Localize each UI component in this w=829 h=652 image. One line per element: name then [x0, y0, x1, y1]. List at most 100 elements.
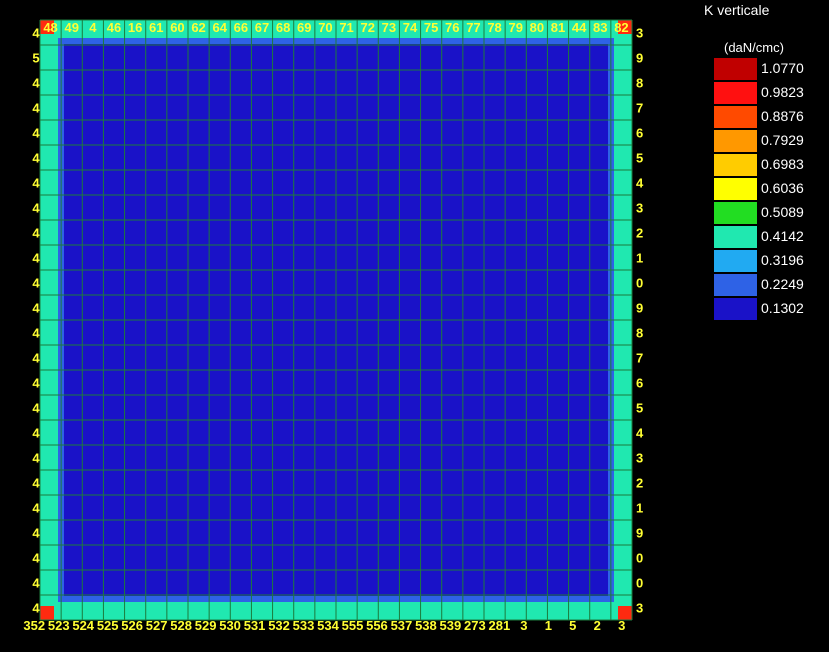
node-label-bottom: 525 [97, 618, 119, 633]
node-label-bottom: 3 [618, 618, 625, 633]
node-label-top: 73 [382, 20, 396, 35]
node-label-right: 2 [636, 226, 643, 241]
node-label-left: 4 [32, 101, 40, 116]
node-label-top: 72 [360, 20, 374, 35]
node-label-right: 1 [636, 501, 643, 516]
legend-swatch [714, 274, 757, 296]
node-label-left: 4 [32, 201, 40, 216]
legend-label: 0.3196 [761, 252, 804, 268]
node-label-right: 3 [636, 601, 643, 616]
legend-swatch [714, 130, 757, 152]
node-label-bottom: 529 [195, 618, 217, 633]
legend-swatch [714, 298, 757, 320]
legend-swatch [714, 106, 757, 128]
node-label-left: 4 [32, 301, 40, 316]
legend-swatch [714, 58, 757, 80]
node-label-top: 49 [64, 20, 78, 35]
contour-corner-spot [618, 606, 632, 620]
node-label-left: 4 [32, 251, 40, 266]
node-label-right: 0 [636, 551, 643, 566]
legend-label: 0.5089 [761, 204, 804, 220]
node-label-bottom: 534 [317, 618, 339, 633]
node-label-bottom: 1 [545, 618, 552, 633]
node-label-left: 4 [32, 551, 40, 566]
node-label-top: 61 [149, 20, 163, 35]
node-label-top: 4 [89, 20, 97, 35]
node-label-top: 82 [614, 20, 628, 35]
node-label-right: 4 [636, 426, 644, 441]
legend-swatch [714, 250, 757, 272]
node-label-right: 5 [636, 401, 643, 416]
node-label-right: 9 [636, 526, 643, 541]
legend-unit: (daN/cmc) [724, 40, 784, 55]
contour-corner-spot [618, 20, 632, 34]
node-label-top: 64 [212, 20, 227, 35]
node-label-left: 4 [32, 351, 40, 366]
node-label-bottom: 556 [366, 618, 388, 633]
node-label-top: 69 [297, 20, 311, 35]
node-label-top: 75 [424, 20, 438, 35]
node-label-right: 3 [636, 26, 643, 41]
node-label-bottom: 538 [415, 618, 437, 633]
node-label-left: 4 [32, 401, 40, 416]
node-label-bottom: 281 [489, 618, 511, 633]
node-label-right: 8 [636, 76, 643, 91]
node-label-bottom: 524 [72, 618, 94, 633]
node-label-bottom: 531 [244, 618, 266, 633]
node-label-right: 9 [636, 51, 643, 66]
contour-plot: 48 49 4 46 16 61 60 62 64 66 67 68 69 70 71 72 73 74 75 76 7… [23, 19, 644, 633]
legend-label: 0.7929 [761, 132, 804, 148]
node-label-top: 74 [403, 20, 418, 35]
node-label-top: 70 [318, 20, 332, 35]
legend-label: 0.6983 [761, 156, 804, 172]
legend-label: 1.0770 [761, 60, 804, 76]
legend-label: 0.9823 [761, 84, 804, 100]
node-label-left: 4 [32, 376, 40, 391]
node-label-left: 4 [32, 501, 40, 516]
contour-corner-spot [40, 606, 54, 620]
node-label-left: 4 [32, 326, 40, 341]
node-label-top: 79 [508, 20, 522, 35]
node-label-top: 66 [234, 20, 248, 35]
node-label-bottom: 528 [170, 618, 192, 633]
node-label-top: 44 [572, 20, 587, 35]
node-label-right: 7 [636, 351, 643, 366]
node-label-left: 4 [32, 601, 40, 616]
node-label-left: 4 [32, 526, 40, 541]
node-label-top: 83 [593, 20, 607, 35]
node-label-bottom: 527 [146, 618, 168, 633]
legend-swatch [714, 202, 757, 224]
node-label-right: 0 [636, 276, 643, 291]
node-label-right: 8 [636, 326, 643, 341]
node-label-bottom: 523 [48, 618, 70, 633]
node-label-bottom: 532 [268, 618, 290, 633]
node-label-left: 4 [32, 276, 40, 291]
legend-label: 0.4142 [761, 228, 804, 244]
node-label-left: 5 [32, 51, 39, 66]
node-label-top: 68 [276, 20, 290, 35]
node-label-left: 4 [32, 151, 40, 166]
node-label-top: 62 [191, 20, 205, 35]
legend-label: 0.6036 [761, 180, 804, 196]
node-label-right: 2 [636, 476, 643, 491]
node-label-bottom: 537 [391, 618, 413, 633]
node-label-top: 60 [170, 20, 184, 35]
node-label-right: 7 [636, 101, 643, 116]
node-label-right: 5 [636, 151, 643, 166]
legend-title: K verticale [704, 2, 770, 18]
node-label-left: 4 [32, 76, 40, 91]
node-label-bottom: 2 [594, 618, 601, 633]
node-label-top: 46 [107, 20, 121, 35]
node-label-top: 81 [551, 20, 565, 35]
legend-label: 0.2249 [761, 276, 804, 292]
node-label-left: 4 [32, 451, 40, 466]
legend-label: 0.8876 [761, 108, 804, 124]
node-label-top: 80 [530, 20, 544, 35]
node-label-top: 48 [43, 20, 57, 35]
node-label-left: 4 [32, 126, 40, 141]
legend-swatch [714, 178, 757, 200]
node-label-bottom: 539 [440, 618, 462, 633]
node-label-left: 4 [32, 26, 40, 41]
node-label-bottom: 3 [520, 618, 527, 633]
node-label-right: 0 [636, 576, 643, 591]
